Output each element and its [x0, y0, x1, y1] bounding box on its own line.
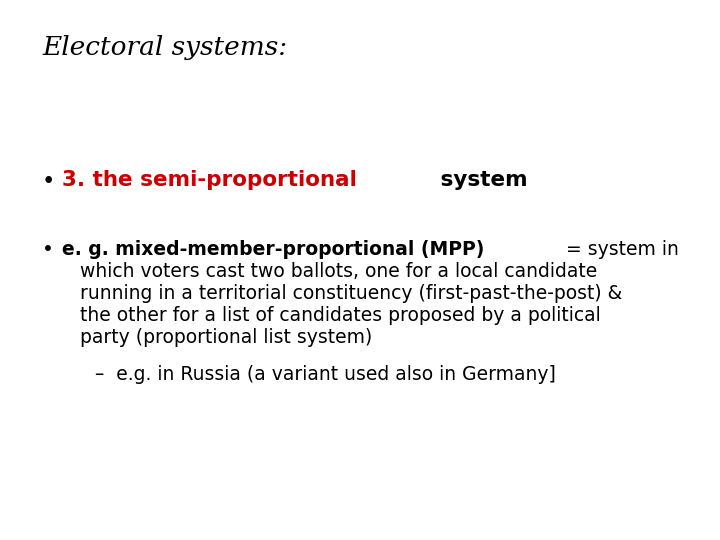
Text: •: • — [42, 170, 55, 193]
Text: e. g. mixed-member-proportional (MPP): e. g. mixed-member-proportional (MPP) — [62, 240, 485, 259]
Text: the other for a list of candidates proposed by a political: the other for a list of candidates propo… — [80, 306, 600, 325]
Text: = system in: = system in — [560, 240, 679, 259]
Text: which voters cast two ballots, one for a local candidate: which voters cast two ballots, one for a… — [80, 262, 598, 281]
Text: 3. the semi-proportional: 3. the semi-proportional — [62, 170, 357, 190]
Text: Electoral systems:: Electoral systems: — [42, 35, 287, 60]
Text: running in a territorial constituency (first-past-the-post) &: running in a territorial constituency (f… — [80, 284, 622, 303]
Text: party (proportional list system): party (proportional list system) — [80, 328, 372, 347]
Text: •: • — [42, 240, 54, 259]
Text: system: system — [433, 170, 528, 190]
Text: –  e.g. in Russia (a variant used also in Germany]: – e.g. in Russia (a variant used also in… — [95, 365, 556, 384]
